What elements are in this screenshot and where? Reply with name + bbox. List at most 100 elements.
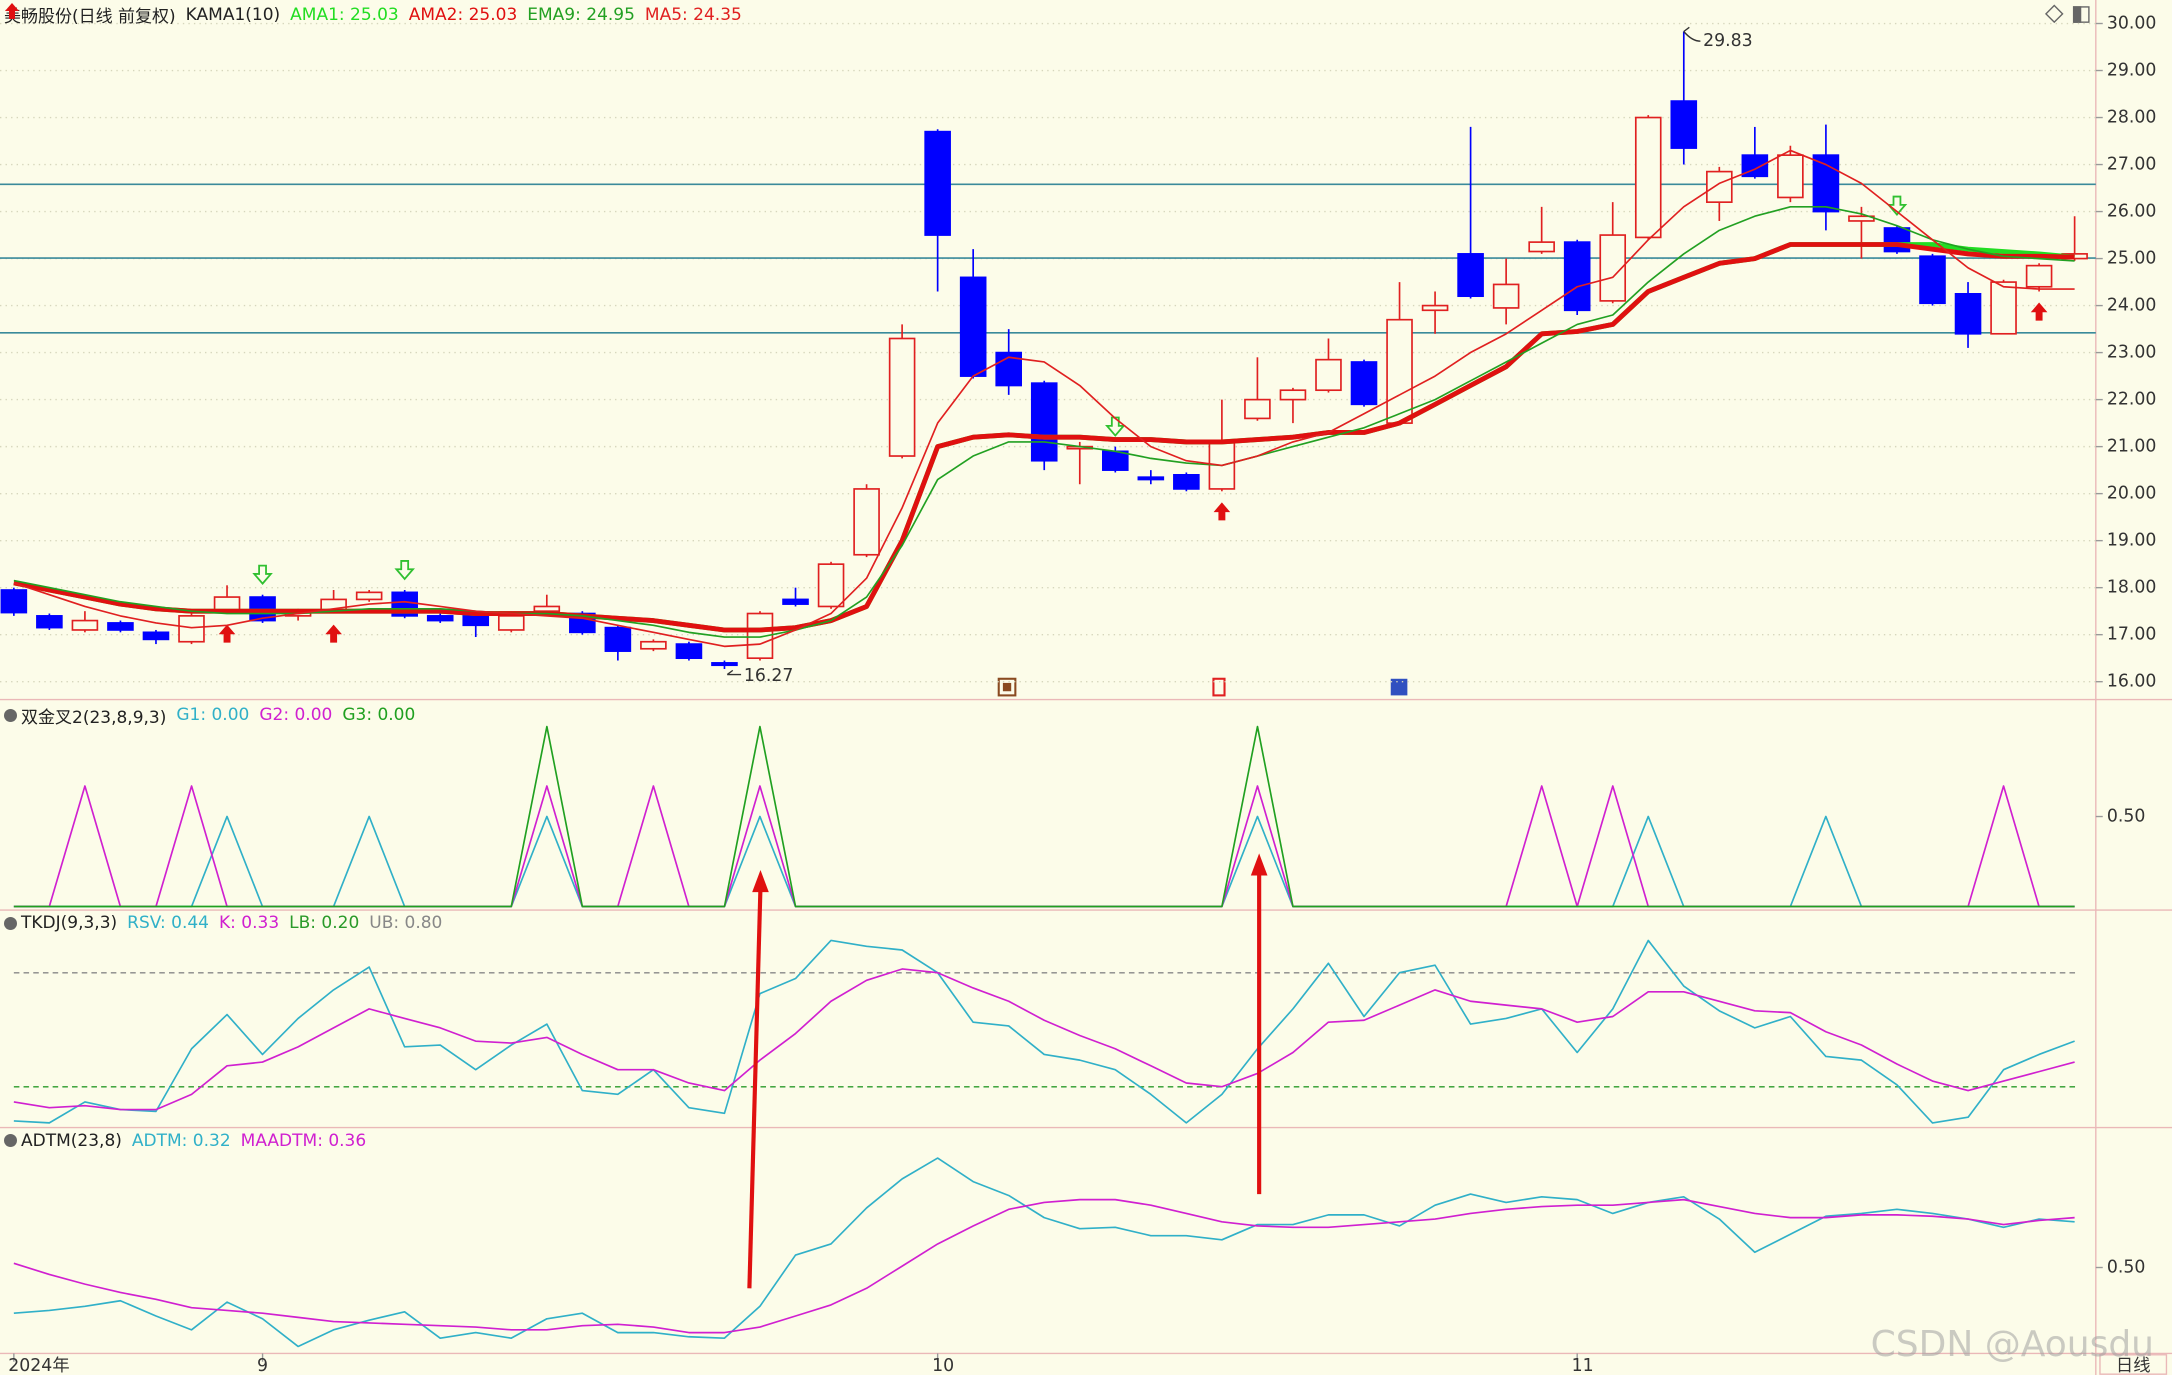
- series-line: [13, 205, 2075, 638]
- panel-header: 美畅股份(日线 前复权) KAMA1(10) AMA1: 25.03 AMA2: 25…: [4, 2, 742, 27]
- collapse-icon[interactable]: [4, 708, 17, 722]
- panel-header: ADTM(23,8) ADTM: 0.32 MAADTM: 0.36: [4, 1131, 366, 1151]
- y-tick-label: 20.00: [2107, 484, 2157, 504]
- legend-entry: AMA2: 25.03: [408, 4, 518, 25]
- series-line: [13, 1157, 2075, 1348]
- candle-body: [1670, 100, 1698, 149]
- legend-entry: AMA1: 25.03: [290, 4, 399, 25]
- y-tick-label: 29.00: [2107, 61, 2157, 81]
- candle-body: [1563, 241, 1591, 312]
- header-arrow: [5, 3, 19, 19]
- candle-body: [1777, 154, 1804, 199]
- legend-entry: UB: 0.80: [369, 913, 443, 934]
- panel-header: TKDJ(9,3,3) RSV: 0.44 K: 0.33 LB: 0.20 UB: 0…: [4, 913, 442, 933]
- candle-body: [426, 615, 454, 622]
- candle-body: [1706, 170, 1733, 203]
- y-tick-label: 0.50: [2107, 1258, 2146, 1278]
- panel-title: ADTM(23,8): [21, 1130, 122, 1151]
- candle-body: [1030, 382, 1058, 462]
- panel-title: 美畅股份(日线 前复权): [4, 7, 176, 27]
- candle-body: [711, 662, 738, 667]
- candle-body: [1528, 241, 1555, 253]
- candle-body: [817, 563, 845, 608]
- y-tick-label: 28.00: [2107, 108, 2157, 128]
- candle-body: [533, 605, 561, 612]
- y-tick-label: 17.00: [2107, 625, 2157, 645]
- candle-body: [462, 615, 490, 627]
- x-tick-label: 2024年: [8, 1356, 69, 1375]
- candle-body: [1812, 154, 1840, 213]
- candle-body: [1279, 389, 1307, 401]
- candle-body: [2025, 264, 2053, 288]
- candle-body: [1421, 304, 1449, 312]
- legend-entry: G3: 0.00: [342, 705, 416, 726]
- y-tick-label: 16.00: [2107, 672, 2157, 692]
- candle-body: [1457, 253, 1484, 298]
- y-tick-label: 19.00: [2107, 531, 2157, 551]
- y-tick-label: 22.00: [2107, 390, 2157, 410]
- y-tick-label: 23.00: [2107, 343, 2157, 363]
- candle-body: [1954, 292, 1982, 335]
- candle-body: [1173, 473, 1200, 490]
- indicator-name: KAMA1(10): [185, 4, 281, 25]
- candle-body: [604, 626, 632, 652]
- candle-body: [1990, 281, 2017, 335]
- candle-body: [1919, 255, 1946, 305]
- legend-entry: LB: 0.20: [289, 913, 360, 934]
- x-tick-label: 10: [932, 1356, 954, 1375]
- candle-body: [1492, 283, 1520, 309]
- series-line: [13, 968, 2075, 1111]
- candle-body: [1137, 476, 1165, 481]
- candle-body: [1101, 450, 1129, 471]
- series-line: [13, 242, 2075, 633]
- series-line: [13, 149, 2075, 648]
- candle-body: [853, 488, 880, 556]
- legend-entry: G1: 0.00: [176, 705, 250, 726]
- top-icons[interactable]: [2044, 4, 2090, 24]
- candle-body: [71, 619, 99, 631]
- candle-body: [959, 276, 987, 377]
- buy-signal: [1213, 502, 1231, 521]
- series-line: [13, 1198, 2075, 1334]
- low-label: 16.27: [744, 666, 794, 686]
- legend-entry: RSV: 0.44: [127, 913, 209, 934]
- candle-body: [675, 643, 703, 660]
- candle-body: [1315, 358, 1342, 392]
- high-marker: [1683, 26, 1701, 42]
- y-tick-label: 27.00: [2107, 155, 2157, 175]
- legend-entry: ADTM: 0.32: [131, 1130, 231, 1151]
- low-marker: [726, 669, 742, 676]
- candle-body: [355, 591, 383, 601]
- candle-body: [924, 130, 951, 236]
- candle-body: [1244, 398, 1271, 420]
- sell-signal: [252, 564, 273, 586]
- y-tick-label: 24.00: [2107, 296, 2157, 316]
- series-line: [13, 939, 2075, 1124]
- collapse-icon[interactable]: [4, 916, 17, 930]
- y-tick-label: 18.00: [2107, 578, 2157, 598]
- panel-header: 双金叉2(23,8,9,3) G1: 0.00 G2: 0.00 G3: 0.00: [4, 703, 415, 728]
- candle-body: [0, 589, 28, 614]
- watermark: CSDN @Aousdu: [1870, 1324, 2154, 1365]
- candle-body: [497, 615, 525, 631]
- collapse-icon[interactable]: [4, 1134, 17, 1148]
- candle-body: [142, 631, 170, 641]
- sell-signal: [394, 560, 415, 581]
- legend-entry: MAADTM: 0.36: [240, 1130, 367, 1151]
- y-tick-label: 0.50: [2107, 807, 2146, 827]
- period-label: 日线: [2116, 1356, 2151, 1375]
- event-icons[interactable]: [997, 677, 1408, 697]
- legend-entry: EMA9: 24.95: [527, 4, 635, 25]
- candle-body: [107, 622, 134, 631]
- series-line: [13, 725, 2075, 908]
- candle-body: [36, 615, 63, 629]
- candle-body: [1634, 116, 1662, 239]
- y-tick-label: 25.00: [2107, 249, 2157, 269]
- buy-signal: [325, 624, 342, 643]
- high-label: 29.83: [1703, 31, 1753, 51]
- y-tick-label: 30.00: [2107, 14, 2157, 34]
